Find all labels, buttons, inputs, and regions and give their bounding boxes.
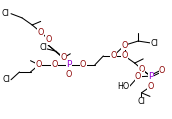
Text: O: O	[148, 82, 154, 91]
Text: HO: HO	[117, 82, 129, 91]
Text: P: P	[66, 60, 71, 69]
Text: Cl: Cl	[150, 39, 158, 48]
Text: O: O	[60, 53, 67, 62]
Text: O: O	[135, 72, 141, 81]
Text: Cl: Cl	[2, 75, 10, 84]
Text: O: O	[138, 64, 145, 74]
Text: Cl: Cl	[138, 97, 146, 106]
Text: O: O	[51, 60, 57, 69]
Text: O: O	[37, 28, 44, 37]
Text: Cl: Cl	[1, 9, 9, 18]
Text: O: O	[65, 70, 72, 79]
Text: O: O	[121, 51, 128, 60]
Text: O: O	[80, 60, 86, 69]
Text: O: O	[110, 51, 117, 60]
Text: Cl: Cl	[39, 43, 47, 52]
Text: O: O	[45, 35, 51, 44]
Text: O: O	[36, 60, 42, 69]
Text: O: O	[121, 41, 128, 50]
Text: O: O	[159, 66, 165, 75]
Text: P: P	[148, 72, 153, 81]
